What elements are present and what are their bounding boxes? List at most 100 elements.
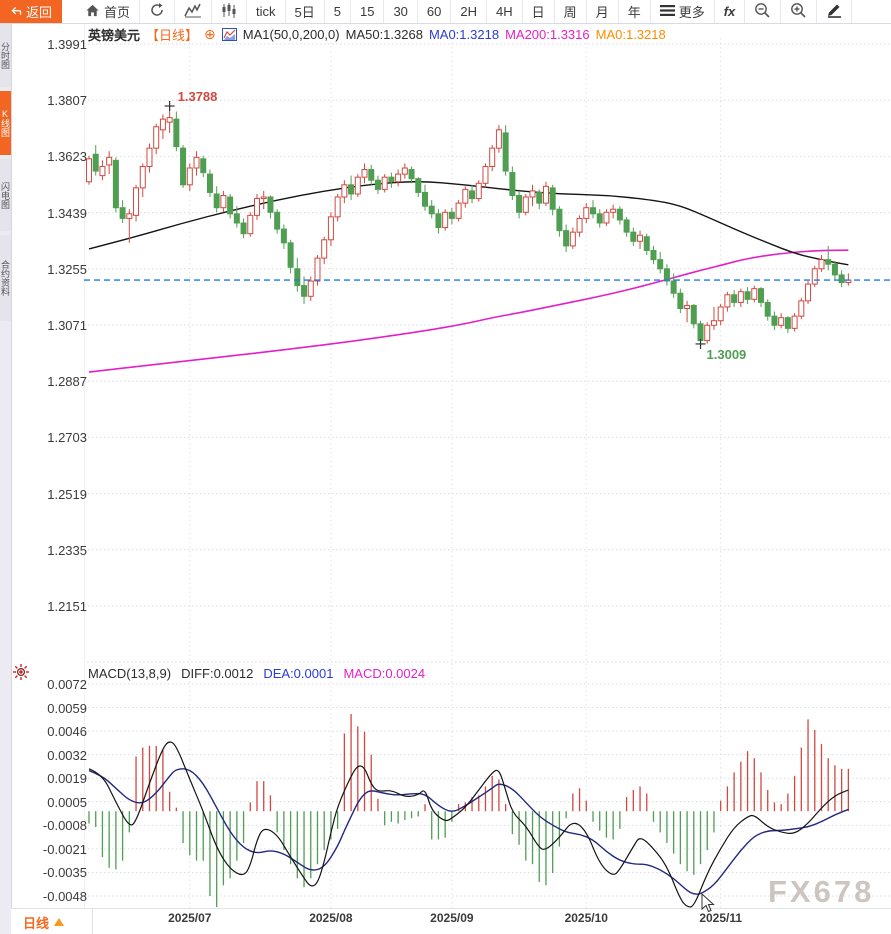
candle-body [489,147,496,167]
toolbar-period-month-button[interactable]: 月 [587,0,619,23]
toolbar-period-30-button[interactable]: 30 [384,0,418,23]
toolbar-period-year-button[interactable]: 年 [619,0,651,23]
period-label: 【日线】 [146,28,199,43]
toolbar-zoom-out-button[interactable] [745,0,782,23]
toolbar-period-day-label: 日 [531,5,545,20]
candle-body [388,176,395,183]
price-axis-label: 1.3439 [47,205,87,221]
candle-body [690,304,697,325]
mouse-cursor [701,893,715,913]
candle-body [301,285,308,297]
toolbar-period-5-button[interactable]: 5 [325,0,351,23]
toolbar-period-15-label: 15 [359,4,375,19]
toolbar-period-5d-button[interactable]: 5日 [286,0,325,23]
candle-body [764,301,771,317]
candle-body [805,283,812,302]
candle-body [294,268,301,287]
toolbar-period-2h-label: 2H [460,4,478,19]
macd-axis-label: 0.0032 [47,747,87,763]
candle-body [536,191,543,204]
candle-body [422,191,428,207]
refresh-icon [149,2,165,21]
candle-body [495,129,502,149]
candle-body [522,196,529,213]
candle-body [650,249,657,261]
candle-body [86,158,92,183]
candle-body [159,118,166,131]
home-icon [85,3,100,21]
candle-body [563,230,570,247]
toolbar-home-label: 首页 [104,5,131,20]
toolbar-period-30-label: 30 [393,4,408,19]
toolbar-period-4h-button[interactable]: 4H [487,0,523,23]
toolbar-period-day-button[interactable]: 日 [523,0,555,23]
toolbar-zoom-in-button[interactable] [781,0,818,23]
sidebar-tab-1[interactable]: 分时图 [0,23,11,91]
back-label: 返回 [25,5,52,20]
sidebar-tab-2[interactable]: K线图 [0,91,11,159]
toolbar-draw-button[interactable] [817,0,853,23]
candle-body [442,211,449,229]
price-axis-label: 1.3071 [47,318,87,333]
macd-axis-label: 0.0005 [47,794,87,810]
toolbar-fx-button[interactable]: fx [715,0,746,23]
toolbar-period-2h-button[interactable]: 2H [451,0,488,23]
candle-body [771,315,778,326]
watermark: FX678 [768,874,875,909]
toolbar-period-15-button[interactable]: 15 [351,0,385,23]
x-axis-month-label: 2025/11 [699,911,743,925]
candle-body [791,315,798,329]
candle-body [569,231,576,247]
candle-body [247,214,254,235]
candle-body [200,158,207,174]
sidebar-tab-4[interactable]: 合约资料 [0,235,11,325]
candle-body [583,207,590,219]
candle-body [623,219,630,233]
add-indicator-icon[interactable]: ⊕ [204,26,216,42]
toolbar-period-4h-label: 4H [496,4,513,19]
candle-body [341,184,348,198]
candle-body [697,323,704,342]
candle-body [227,196,234,215]
candle-body [106,156,113,166]
candle-body [240,222,247,235]
price-axis-column: 1.3991 1.3807 1.3623 1.3439 1.3255 1.3071 1.28… [11,23,87,908]
sidebar-tab-3[interactable]: 闪电图 [0,159,11,235]
candle-body [744,291,751,300]
candle-body [267,196,274,213]
toolbar-period-60-button[interactable]: 60 [418,0,452,23]
candle-body [99,165,106,177]
toolbar-more-button[interactable]: 更多 [651,0,715,23]
candle-body [670,280,677,294]
candle-body [784,317,791,329]
macd-axis-label: -0.0021 [42,841,87,857]
period-selector[interactable]: 日线 [11,908,93,934]
toolbar-period-week-button[interactable]: 周 [555,0,587,23]
candle-body [280,228,287,244]
toolbar-period-60-label: 60 [426,4,442,19]
candle-body [610,208,617,213]
toolbar-candle-chart-button[interactable] [212,0,248,23]
ma0-orange-value: MA0:1.3218 [595,27,666,42]
candle-body [361,169,368,178]
mini-chart-icon[interactable] [221,28,237,41]
candle-body [354,176,361,195]
candle-body [475,182,482,200]
back-button[interactable]: 返回 [0,0,62,23]
toolbar-refresh-button[interactable] [140,0,176,23]
toolbar-tick-button[interactable]: tick [247,0,286,23]
price-axis-label: 1.3807 [47,93,87,109]
candle-body [818,259,825,270]
pencil-icon [826,2,842,21]
indicator-settings-icon[interactable] [12,663,30,681]
candle-body [643,236,650,251]
toolbar-period-5d-label: 5日 [294,5,315,20]
candle-body [710,320,717,326]
toolbar-line-chart-button[interactable] [175,0,213,23]
toolbar-home-button[interactable]: 首页 [76,0,141,23]
candle-body [724,294,731,308]
candle-body [798,300,805,317]
candle-body [502,132,509,172]
